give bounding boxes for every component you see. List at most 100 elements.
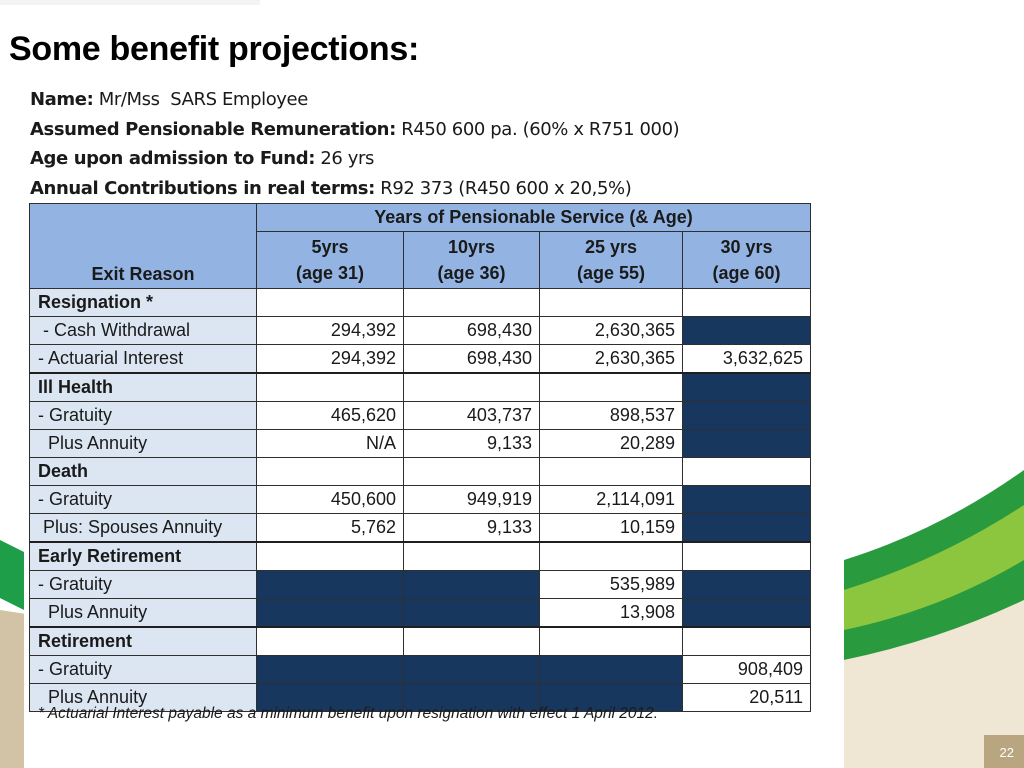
cell-value xyxy=(403,288,540,317)
table-row: Plus Annuity 20,511 xyxy=(29,683,811,712)
cell-value: 294,392 xyxy=(256,316,404,345)
empty-cell xyxy=(682,626,811,656)
remuneration-label: Assumed Pensionable Remuneration: xyxy=(30,118,396,140)
row-label: Plus Annuity xyxy=(29,429,257,458)
green-swoosh-left xyxy=(0,540,24,610)
cell-value xyxy=(539,288,683,317)
table-row: - Gratuity 465,620 403,737 898,537 xyxy=(29,401,811,430)
cell-value: 535,989 xyxy=(539,570,683,599)
empty-cell-shaded xyxy=(539,683,683,712)
row-label: Plus Annuity xyxy=(29,683,257,712)
exit-reason-header: Exit Reason xyxy=(29,203,257,289)
remuneration-value: R450 600 pa. (60% x R751 000) xyxy=(401,118,680,140)
column-age: (age 31) xyxy=(295,263,365,283)
empty-cell xyxy=(539,626,683,656)
top-strip xyxy=(0,0,260,5)
empty-cell-shaded xyxy=(682,598,811,628)
employee-info: Name: Mr/Mss SARS Employee Assumed Pensi… xyxy=(30,85,680,204)
cell-value: 20,511 xyxy=(682,683,811,712)
table-row: Plus Annuity 13,908 xyxy=(29,598,811,628)
row-label: - Gratuity xyxy=(29,655,257,684)
cell-value xyxy=(256,457,404,486)
benefit-table: Exit Reason Years of Pensionable Service… xyxy=(29,203,811,712)
service-group-header: Years of Pensionable Service (& Age) xyxy=(256,203,811,232)
table-row: Ill Health xyxy=(29,372,811,402)
cell-value xyxy=(256,541,404,571)
cell-value: 898,537 xyxy=(539,401,683,430)
row-label: - Gratuity xyxy=(29,485,257,514)
remuneration-line: Assumed Pensionable Remuneration: R450 6… xyxy=(30,115,680,145)
age-label: Age upon admission to Fund: xyxy=(30,148,315,169)
empty-cell-shaded xyxy=(256,683,404,712)
cell-value: 10,159 xyxy=(539,513,683,543)
cell-value: 5,762 xyxy=(256,513,404,543)
empty-cell-shaded xyxy=(682,372,811,402)
column-header-30yrs: 30 yrs (age 60) xyxy=(682,231,811,289)
page-number-box xyxy=(984,735,1024,768)
contributions-line: Annual Contributions in real terms: R92 … xyxy=(30,174,679,204)
cell-value: 2,630,365 xyxy=(539,344,683,374)
column-years: 25 yrs xyxy=(584,237,638,257)
cell-value: N/A xyxy=(256,429,404,458)
table-row: Death xyxy=(29,457,811,486)
cell-value xyxy=(403,457,540,486)
empty-cell-shaded xyxy=(682,429,811,458)
column-years: 30 yrs xyxy=(720,237,773,257)
cell-value: 13,908 xyxy=(539,598,683,628)
cell-value xyxy=(682,288,811,317)
row-label: - Actuarial Interest xyxy=(29,344,257,374)
empty-cell-shaded xyxy=(682,570,811,599)
row-label: Death xyxy=(29,457,257,486)
row-label: - Gratuity xyxy=(29,401,257,430)
table-row: - Gratuity 535,989 xyxy=(29,570,811,599)
cell-value: 20,289 xyxy=(539,429,683,458)
empty-cell-shaded xyxy=(256,655,404,684)
table-row: Plus: Spouses Annuity 5,762 9,133 10,159 xyxy=(29,513,811,543)
empty-cell-shaded xyxy=(403,570,540,599)
empty-cell-shaded xyxy=(682,485,811,514)
table-row: Plus Annuity N/A 9,133 20,289 xyxy=(29,429,811,458)
cell-value: 698,430 xyxy=(403,344,540,374)
cell-value: 9,133 xyxy=(403,513,540,543)
cream-swoosh xyxy=(844,600,1024,768)
cell-value: 9,133 xyxy=(403,429,540,458)
empty-cell-shaded xyxy=(403,655,540,684)
table-row: - Cash Withdrawal 294,392 698,430 2,630,… xyxy=(29,316,811,345)
table-row: Resignation * xyxy=(29,288,811,317)
row-label: - Gratuity xyxy=(29,570,257,599)
table-row: - Gratuity 450,600 949,919 2,114,091 xyxy=(29,485,811,514)
empty-cell-shaded xyxy=(403,683,540,712)
table-row: - Actuarial Interest 294,392 698,430 2,6… xyxy=(29,344,811,374)
empty-cell-shaded xyxy=(682,401,811,430)
column-age: (age 60) xyxy=(712,263,781,283)
column-years: 5yrs xyxy=(311,237,349,257)
column-header-10yrs: 10yrs (age 36) xyxy=(403,231,540,289)
row-label: Retirement xyxy=(29,626,257,656)
table-row: Early Retirement xyxy=(29,541,811,571)
page-number: 22 xyxy=(999,745,1014,760)
contributions-value: R92 373 (R450 600 x 20,5%) xyxy=(380,177,632,199)
cell-value xyxy=(403,541,540,571)
cell-value: 294,392 xyxy=(256,344,404,374)
name-line: Name: Mr/Mss SARS Employee xyxy=(30,85,679,115)
cell-value: 465,620 xyxy=(256,401,404,430)
cell-value xyxy=(539,372,683,402)
name-label: Name: xyxy=(30,89,94,110)
column-age: (age 55) xyxy=(576,263,646,283)
content-panel: Name: Mr/Mss SARS Employee Assumed Pensi… xyxy=(24,83,844,768)
empty-cell-shaded xyxy=(539,655,683,684)
empty-cell xyxy=(682,457,811,486)
row-label: Resignation * xyxy=(29,288,257,317)
cell-value: 3,632,625 xyxy=(682,344,811,374)
empty-cell-shaded xyxy=(403,598,540,628)
table-row: Retirement xyxy=(29,626,811,656)
cell-value xyxy=(256,372,404,402)
cell-value xyxy=(256,288,404,317)
empty-cell-shaded xyxy=(682,513,811,543)
cell-value xyxy=(539,541,683,571)
cell-value: 2,114,091 xyxy=(539,485,683,514)
row-label: Ill Health xyxy=(29,372,257,402)
empty-cell xyxy=(256,626,404,656)
name-value: Mr/Mss SARS Employee xyxy=(98,89,309,110)
cell-value: 949,919 xyxy=(403,485,540,514)
